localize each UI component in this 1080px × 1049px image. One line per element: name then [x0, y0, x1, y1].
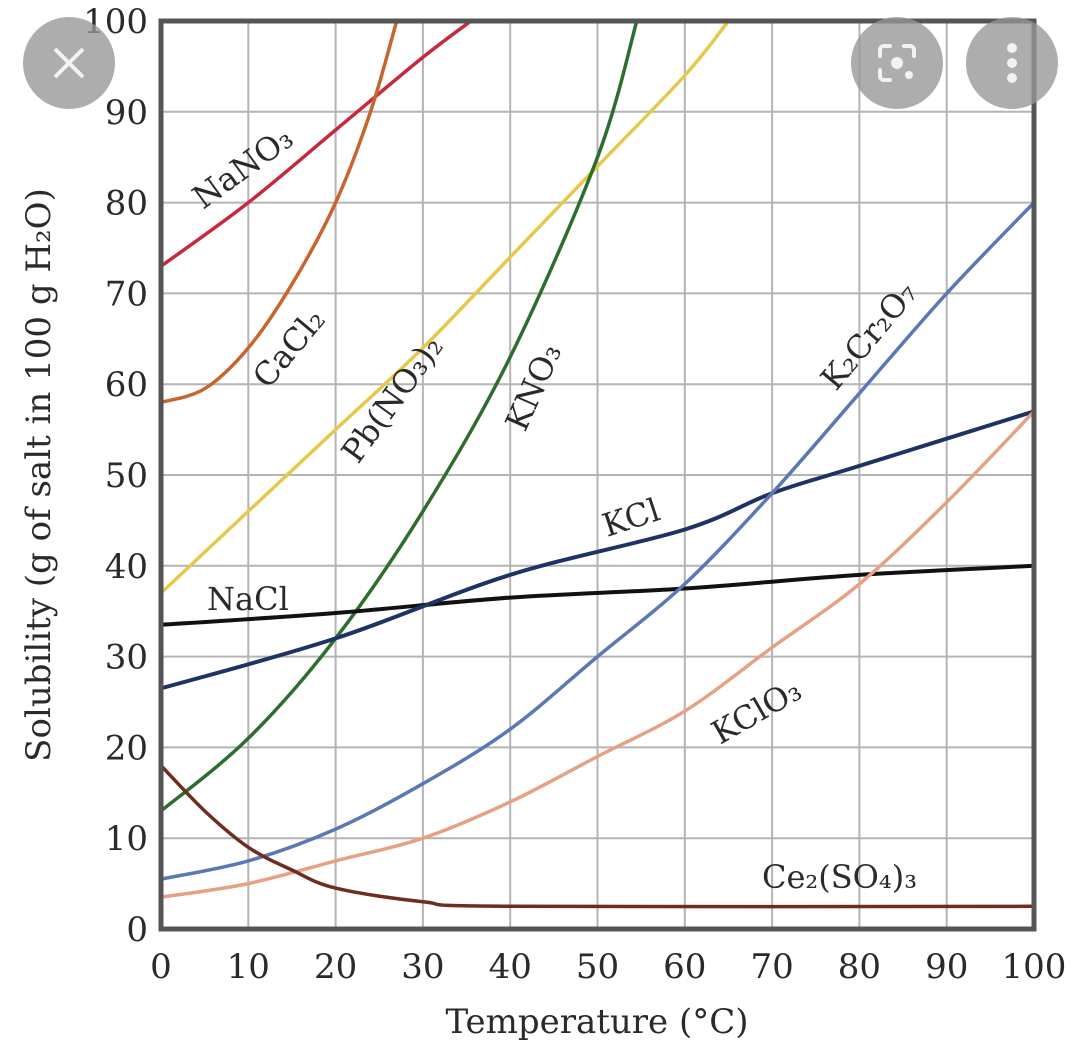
close-button[interactable]: [23, 17, 115, 109]
series-label-kclo3: KClO₃: [705, 671, 808, 752]
series-line: [159, 19, 639, 813]
x-tick-label: 50: [576, 947, 619, 987]
lens-icon: [878, 44, 916, 82]
x-tick-label: 30: [401, 947, 444, 987]
series-line: [159, 200, 1036, 881]
x-tick-label: 10: [227, 947, 270, 987]
y-tick-label: 50: [105, 456, 148, 496]
x-tick-labels: 0 10 20 30 40 50 60 70 80 90 100: [150, 947, 1066, 987]
series-label-kno3: KNO₃: [498, 338, 570, 437]
y-tick-label: 60: [105, 365, 148, 405]
x-tick-label: 20: [314, 947, 357, 987]
series-label-pbno32: Pb(NO₃)₂: [334, 329, 451, 470]
y-axis-title: Solubility (g of salt in 100 g H₂O): [19, 188, 59, 762]
more-options-button[interactable]: [966, 17, 1058, 109]
x-tick-label: 80: [838, 947, 881, 987]
x-tick-label: 100: [1002, 947, 1067, 987]
plot-frame: [158, 18, 1037, 932]
y-tick-label: 70: [105, 274, 148, 314]
y-tick-label: 30: [105, 638, 148, 678]
y-tick-label: 0: [126, 910, 148, 950]
x-tick-label: 70: [750, 947, 793, 987]
x-tick-label: 0: [150, 947, 172, 987]
grid: [161, 21, 1034, 929]
lens-button[interactable]: [851, 17, 943, 109]
series-label-ce2so43: Ce₂(SO₄)₃: [762, 858, 917, 896]
x-tick-label: 40: [489, 947, 532, 987]
y-tick-label: 90: [105, 93, 148, 133]
y-tick-label: 40: [105, 547, 148, 587]
x-tick-label: 60: [663, 947, 706, 987]
y-tick-label: 80: [105, 184, 148, 224]
y-tick-label: 20: [105, 728, 148, 768]
close-icon: [53, 47, 85, 79]
x-axis-title: Temperature (°C): [445, 1002, 748, 1042]
series-line: [159, 19, 473, 268]
series-label-cacl2: CaCl₂: [245, 301, 333, 395]
more-vertical-icon: [1007, 43, 1017, 83]
series-label-nacl: NaCl: [207, 580, 289, 618]
y-tick-label: 10: [105, 819, 148, 859]
x-tick-label: 90: [925, 947, 968, 987]
series-line: [159, 409, 1036, 691]
series-line: [159, 763, 1036, 909]
series-line: [159, 409, 1036, 899]
series-line: [159, 563, 1036, 627]
series-line: [159, 19, 731, 595]
series-line: [159, 19, 399, 405]
series-lines: [159, 19, 1036, 909]
